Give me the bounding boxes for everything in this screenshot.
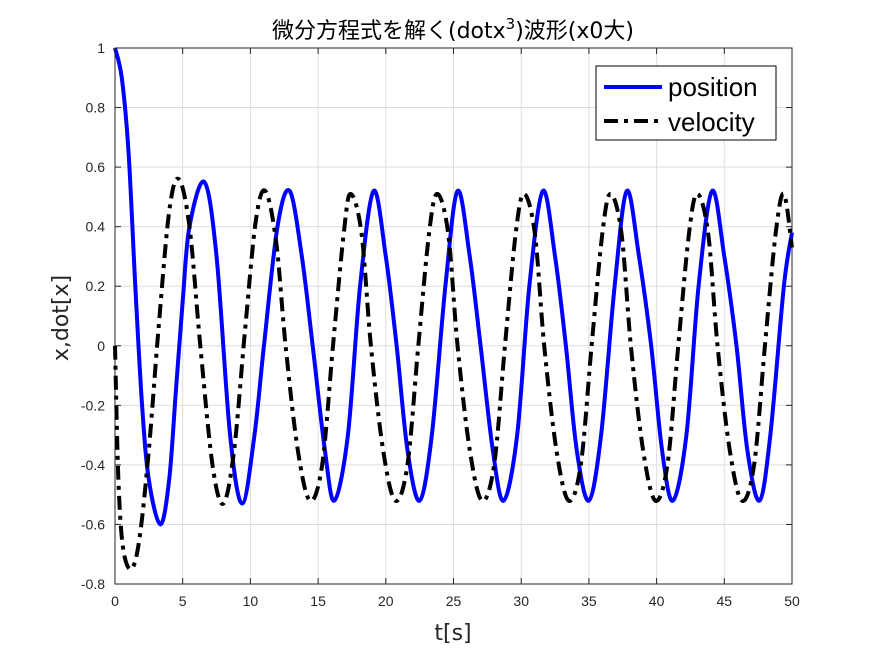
y-tick-label: -0.4 (81, 457, 105, 473)
x-tick-label: 45 (717, 593, 733, 609)
y-tick-label: -0.8 (81, 576, 105, 592)
chart-title-suffix: )波形(x0大) (515, 19, 634, 44)
y-axis-label: x,dot[x] (49, 275, 74, 361)
x-axis-label: t[s] (434, 621, 471, 646)
y-tick-label: 0.4 (86, 219, 106, 235)
y-tick-label: 0.2 (86, 278, 106, 294)
chart-title-superscript: 3 (506, 15, 516, 33)
chart-title-main: 微分方程式を解く(dotx (272, 19, 506, 44)
x-tick-label: 30 (513, 593, 529, 609)
y-tick-label: 0 (97, 338, 105, 354)
y-tick-label: -0.6 (81, 516, 105, 532)
x-tick-label: 40 (649, 593, 665, 609)
chart-title: 微分方程式を解く(dotx3)波形(x0大) (272, 15, 634, 44)
x-tick-label: 0 (111, 593, 119, 609)
x-tick-label: 50 (784, 593, 800, 609)
legend-box (595, 65, 777, 141)
y-tick-label: 1 (97, 40, 105, 56)
series-line-velocity (113, 176, 794, 572)
legend-label-velocity: velocity (668, 107, 755, 137)
x-tick-label: 15 (310, 593, 326, 609)
x-tick-label: 25 (446, 593, 462, 609)
y-tick-label: 0.6 (86, 159, 106, 175)
x-tick-label: 10 (243, 593, 259, 609)
x-tick-label: 20 (378, 593, 394, 609)
y-tick-label: -0.2 (81, 397, 105, 413)
tick-marks (114, 47, 793, 585)
series-lines (113, 47, 794, 572)
x-tick-label: 5 (179, 593, 187, 609)
legend: position velocity (595, 65, 777, 141)
legend-label-position: position (668, 72, 758, 102)
x-tick-label: 35 (581, 593, 597, 609)
tick-labels: 0 5 10 15 20 25 30 35 40 45 50 -0.8 -0.6 -0.4 -0.2 0 0.2… (81, 40, 800, 609)
y-tick-label: 0.8 (86, 100, 106, 116)
series-line-position (113, 47, 794, 527)
